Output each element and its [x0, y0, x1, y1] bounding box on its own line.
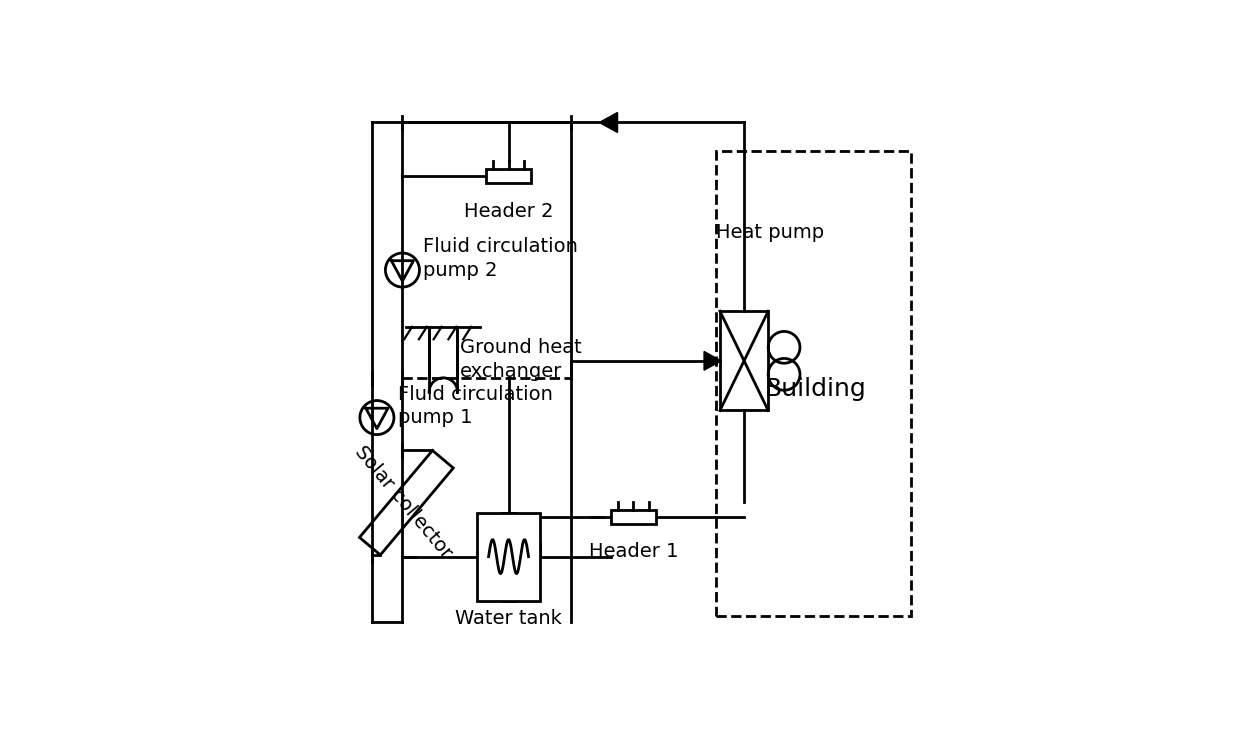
- Text: Fluid circulation
pump 2: Fluid circulation pump 2: [424, 237, 579, 280]
- Text: Ground heat
exchanger: Ground heat exchanger: [460, 338, 582, 380]
- Text: Solar collector: Solar collector: [352, 443, 456, 562]
- Bar: [478, 513, 540, 601]
- Bar: [716, 151, 912, 616]
- Text: Fluid circulation
pump 1: Fluid circulation pump 1: [398, 385, 552, 427]
- Bar: [486, 170, 531, 184]
- Polygon shape: [600, 113, 617, 133]
- Text: Header 1: Header 1: [589, 542, 678, 562]
- Text: Building: Building: [764, 377, 865, 401]
- Text: Water tank: Water tank: [455, 609, 562, 628]
- Text: Heat pump: Heat pump: [716, 223, 824, 242]
- Bar: [359, 450, 454, 555]
- Bar: [611, 510, 656, 524]
- Text: Header 2: Header 2: [464, 202, 554, 221]
- Bar: [720, 311, 768, 411]
- Polygon shape: [705, 352, 721, 370]
